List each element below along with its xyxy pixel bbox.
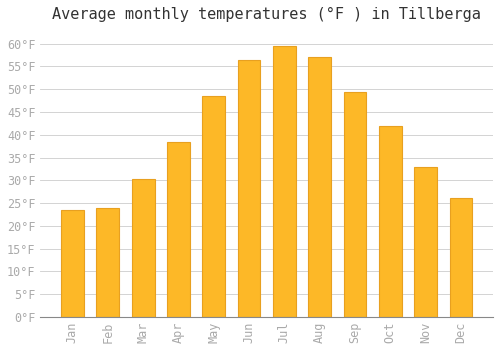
Bar [308,57,331,317]
Bar [450,198,472,317]
Bar [202,96,225,317]
Bar [96,209,119,317]
Bar [61,210,84,317]
Bar [344,91,366,317]
Bar [414,167,437,317]
Bar [238,60,260,317]
Bar [273,46,296,317]
Bar [132,179,154,317]
Bar [379,126,402,317]
Bar [167,142,190,317]
Title: Average monthly temperatures (°F ) in Tillberga: Average monthly temperatures (°F ) in Ti… [52,7,481,22]
